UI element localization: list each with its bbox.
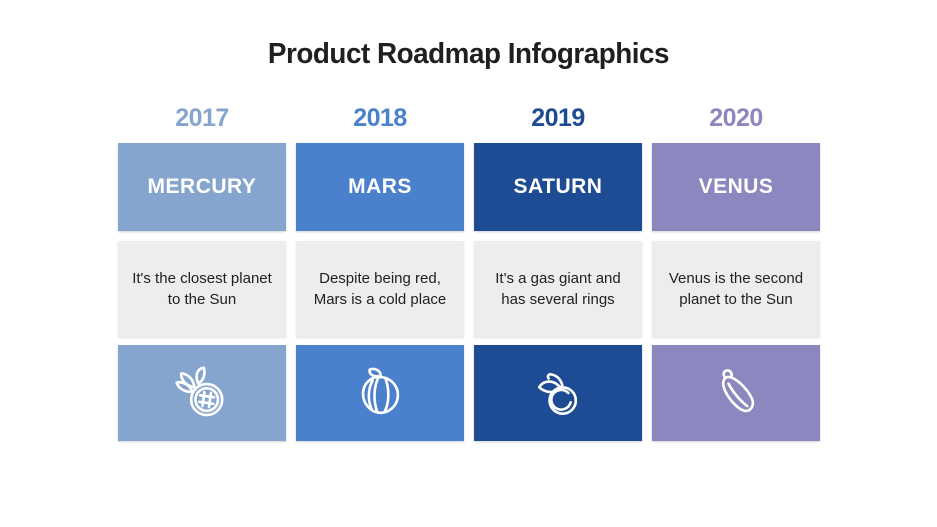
roadmap-grid: 2017 MERCURY It's the closest planet to … (118, 104, 820, 441)
planet-description: It's a gas giant and has several rings (474, 241, 642, 337)
year-label: 2018 (353, 104, 407, 132)
page-title: Product Roadmap Infographics (267, 38, 670, 70)
planet-name: MARS (348, 175, 412, 198)
icon-cell (296, 345, 464, 441)
planet-header: VENUS (652, 143, 820, 231)
planet-description: Despite being red, Mars is a cold place (296, 241, 464, 337)
planet-name: VENUS (698, 175, 774, 198)
eggplant-icon (721, 369, 755, 413)
planet-name: SATURN (513, 175, 603, 198)
passion-fruit-icon (175, 366, 224, 417)
roadmap-column: 2019 SATURN It's a gas giant and has sev… (474, 104, 642, 441)
planet-header: MARS (296, 143, 464, 231)
planet-header: MERCURY (118, 143, 286, 231)
planet-name: MERCURY (147, 175, 257, 198)
year-label: 2019 (531, 104, 585, 132)
plum-icon (537, 372, 578, 415)
bell-pepper-icon (361, 367, 400, 415)
planet-description: Venus is the second planet to the Sun (652, 241, 820, 337)
roadmap-column: 2018 MARS Despite being red, Mars is a c… (296, 104, 464, 441)
icon-cell (474, 345, 642, 441)
year-label: 2020 (709, 104, 763, 132)
planet-description: It's the closest planet to the Sun (118, 241, 286, 337)
icon-cell (652, 345, 820, 441)
icon-cell (118, 345, 286, 441)
roadmap-column: 2020 VENUS Venus is the second planet to… (652, 104, 820, 441)
planet-header: SATURN (474, 143, 642, 231)
year-label: 2017 (175, 104, 229, 132)
roadmap-column: 2017 MERCURY It's the closest planet to … (118, 104, 286, 441)
